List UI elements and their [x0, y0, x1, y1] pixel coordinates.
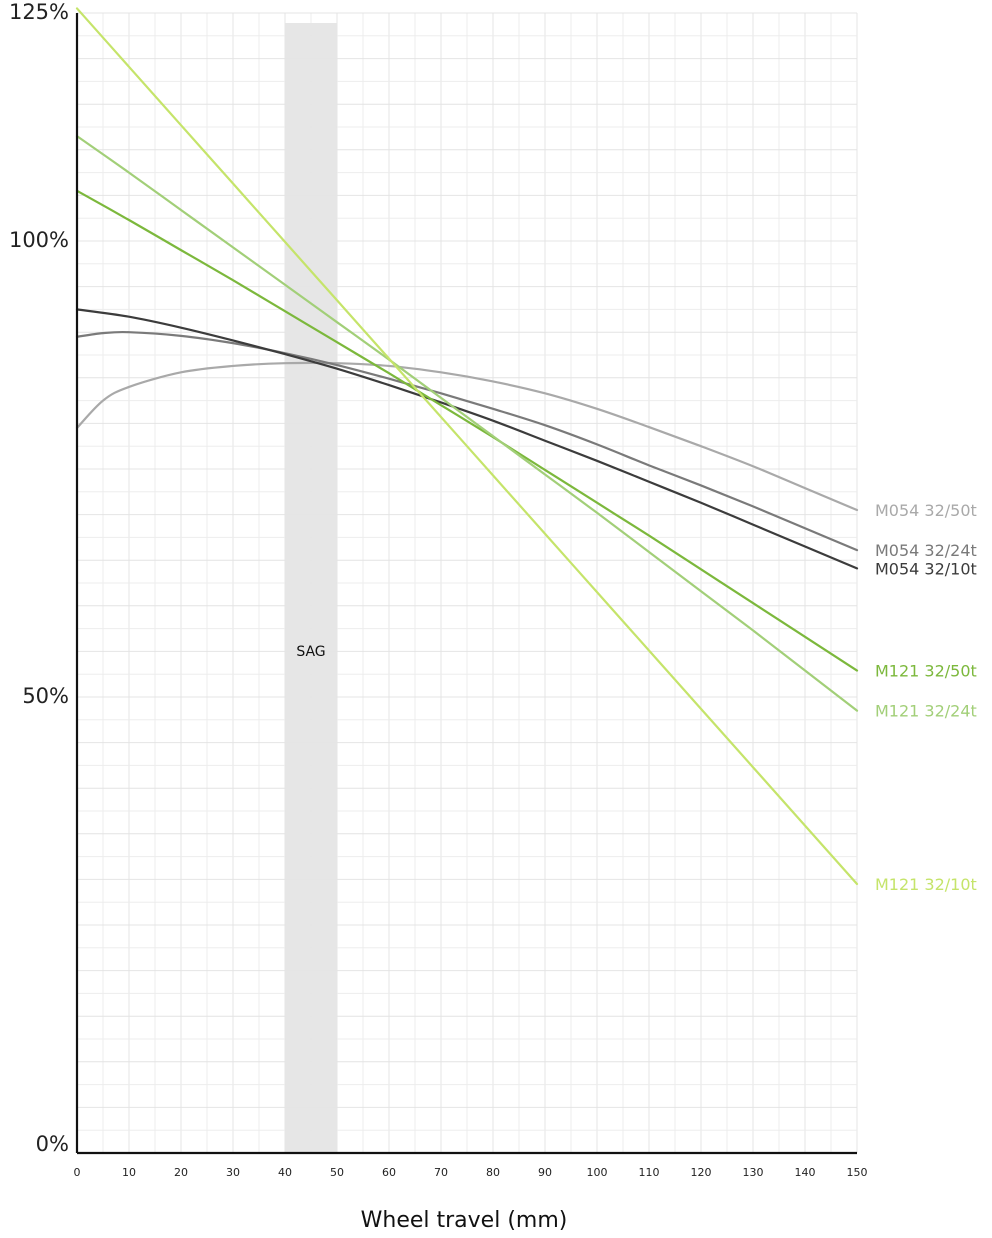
series-line-m121-32-50t [75, 189, 859, 672]
x-tick-label: 0 [74, 1166, 81, 1179]
grid [76, 12, 858, 1154]
x-tick-label: 110 [639, 1166, 660, 1179]
x-tick-label: 90 [538, 1166, 552, 1179]
y-tick-label: 50% [22, 684, 69, 708]
series-label: M121 32/50t [875, 662, 977, 681]
x-tick-label: 100 [587, 1166, 608, 1179]
series-label: M054 32/24t [875, 541, 977, 560]
x-tick-label: 130 [743, 1166, 764, 1179]
series-lines [75, 7, 859, 886]
sag-label: SAG [296, 644, 325, 660]
sag-band [285, 23, 337, 1153]
x-tick-label: 50 [330, 1166, 344, 1179]
series-line-m054-32-10t [75, 308, 859, 570]
axes: 0 10 20 30 40 50 60 70 80 90 100 110 120 130 140 150 0% 5… [9, 0, 868, 1179]
y-tick-label: 100% [9, 228, 69, 252]
x-tick-label: 140 [795, 1166, 816, 1179]
x-tick-label: 120 [691, 1166, 712, 1179]
x-axis-title: Wheel travel (mm) [361, 1208, 568, 1233]
x-tick-label: 70 [434, 1166, 448, 1179]
x-tick-label: 60 [382, 1166, 396, 1179]
x-tick-label: 20 [174, 1166, 188, 1179]
x-tick-label: 30 [226, 1166, 240, 1179]
x-tick-label: 80 [486, 1166, 500, 1179]
sag-region: SAG [285, 23, 337, 1153]
series-line-m121-32-24t [75, 135, 859, 712]
y-tick-label: 125% [9, 0, 69, 24]
series-label: M121 32/10t [875, 875, 977, 894]
series-label: M054 32/10t [875, 559, 977, 578]
x-tick-label: 40 [278, 1166, 292, 1179]
x-tick-label: 10 [122, 1166, 136, 1179]
series-label: M121 32/24t [875, 702, 977, 721]
series-line-m121-32-10t [75, 7, 859, 886]
series-label: M054 32/50t [875, 501, 977, 520]
series-line-m054-32-50t [75, 361, 859, 512]
series-line-m054-32-24t [75, 330, 859, 552]
x-tick-label: 150 [847, 1166, 868, 1179]
y-tick-label: 0% [36, 1132, 69, 1156]
